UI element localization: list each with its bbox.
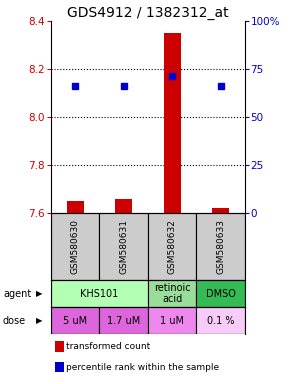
Text: GSM580630: GSM580630 xyxy=(70,219,79,274)
Bar xyxy=(196,280,245,307)
Bar xyxy=(55,362,64,372)
Bar xyxy=(99,213,148,280)
Bar xyxy=(212,208,229,213)
Bar xyxy=(55,341,64,352)
Bar xyxy=(51,213,99,280)
Text: transformed count: transformed count xyxy=(66,343,150,351)
Title: GDS4912 / 1382312_at: GDS4912 / 1382312_at xyxy=(67,6,229,20)
Bar xyxy=(115,199,132,213)
Bar xyxy=(66,201,84,213)
Bar xyxy=(99,307,148,334)
Text: GSM580632: GSM580632 xyxy=(168,219,177,274)
Bar xyxy=(164,33,181,213)
Text: GSM580631: GSM580631 xyxy=(119,219,128,274)
Text: KHS101: KHS101 xyxy=(80,289,118,299)
Text: 1.7 uM: 1.7 uM xyxy=(107,316,140,326)
Bar xyxy=(196,307,245,334)
Bar xyxy=(196,213,245,280)
Bar xyxy=(51,280,148,307)
Text: dose: dose xyxy=(3,316,26,326)
Text: agent: agent xyxy=(3,289,31,299)
Text: 1 uM: 1 uM xyxy=(160,316,184,326)
Text: ▶: ▶ xyxy=(36,316,42,325)
Bar xyxy=(148,213,196,280)
Text: GSM580633: GSM580633 xyxy=(216,219,225,274)
Text: retinoic
acid: retinoic acid xyxy=(154,283,191,304)
Text: 0.1 %: 0.1 % xyxy=(207,316,235,326)
Text: 5 uM: 5 uM xyxy=(63,316,87,326)
Bar xyxy=(148,280,196,307)
Text: percentile rank within the sample: percentile rank within the sample xyxy=(66,363,219,372)
Bar xyxy=(148,307,196,334)
Text: ▶: ▶ xyxy=(36,289,42,298)
Bar xyxy=(51,307,99,334)
Text: DMSO: DMSO xyxy=(206,289,236,299)
